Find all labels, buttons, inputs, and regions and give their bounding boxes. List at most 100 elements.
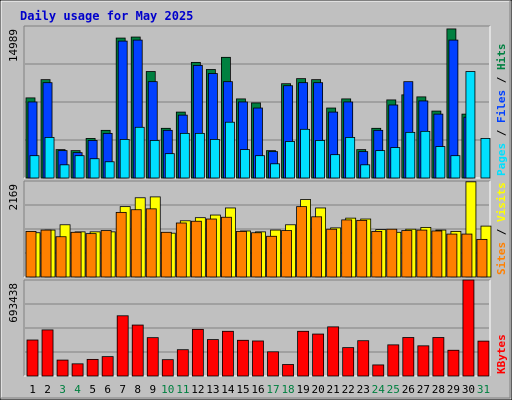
bar-kbytes (372, 364, 385, 377)
bar-pages (360, 164, 371, 179)
bar-kbytes (327, 326, 340, 377)
bar-kbytes (86, 358, 99, 377)
x-tick-label: 19 (296, 383, 309, 396)
bar-sites (190, 220, 202, 278)
bar-pages (194, 132, 205, 179)
bar-sites (341, 219, 353, 278)
x-tick-label: 25 (387, 383, 400, 396)
bar-sites (266, 235, 277, 278)
x-tick-label: 20 (312, 383, 325, 396)
bar-pages (59, 164, 70, 179)
bar-kbytes (432, 337, 445, 377)
legend-entry-visits: Visits (495, 182, 508, 222)
bar-pages (104, 161, 115, 179)
legend-entry-sites: Sites (495, 242, 508, 275)
x-tick-label: 6 (104, 383, 111, 396)
legend-visits-sites: Sites / Visits (495, 182, 508, 275)
bar-pages (375, 150, 386, 179)
y-max-label: 693438 (7, 283, 20, 323)
bar-kbytes (146, 337, 159, 377)
x-tick-label: 10 (161, 383, 174, 396)
x-tick-label: 24 (372, 383, 386, 396)
y-max-label: 2169 (7, 184, 20, 211)
bar-kbytes (131, 324, 144, 377)
bar-pages (74, 155, 85, 179)
bar-sites (40, 229, 52, 278)
bar-kbytes (387, 344, 400, 377)
bar-sites (175, 222, 187, 278)
bar-sites (236, 231, 247, 278)
bar-pages (450, 155, 461, 179)
bar-kbytes (176, 349, 189, 377)
x-tick-label: 15 (236, 383, 249, 396)
bar-pages (285, 141, 295, 179)
bar-pages (300, 128, 310, 179)
bar-pages (270, 163, 280, 179)
x-tick-label: 22 (342, 383, 355, 396)
bar-pages (465, 71, 476, 179)
bar-pages (225, 121, 235, 179)
bar-kbytes (116, 315, 129, 377)
bar-kbytes (206, 339, 219, 377)
bar-kbytes (312, 333, 325, 377)
bar-sites (25, 231, 37, 278)
bar-sites (160, 231, 172, 278)
bar-kbytes (447, 349, 460, 377)
legend-entry-kbytes: KBytes (495, 334, 508, 374)
bar-sites (401, 230, 413, 278)
bar-kbytes (417, 345, 430, 377)
panel-hits-files-pages: 14989 Pages / Files / Hits (7, 25, 508, 179)
bar-pages (405, 131, 416, 179)
legend-kbytes: KBytes (495, 334, 508, 374)
bar-sites (55, 236, 67, 278)
bar-pages (179, 132, 190, 179)
x-tick-label: 18 (281, 383, 294, 396)
bar-sites (281, 230, 292, 278)
x-tick-label: 16 (251, 383, 264, 396)
bar-sites (251, 232, 262, 278)
x-tick-label: 7 (119, 383, 126, 396)
bar-kbytes (161, 359, 174, 377)
bar-sites (446, 233, 458, 278)
bar-sites (326, 228, 338, 278)
bar-kbytes (56, 359, 69, 377)
bar-sites (431, 230, 443, 278)
legend-entry-pages: Pages (495, 143, 508, 176)
bar-sites (371, 231, 383, 278)
bar-pages (255, 155, 265, 179)
x-tick-label: 8 (134, 383, 141, 396)
x-tick-label: 14 (221, 383, 235, 396)
bar-sites (221, 216, 232, 278)
bar-kbytes (41, 329, 54, 377)
legend-separator: / (495, 123, 508, 143)
bar-kbytes (26, 339, 39, 377)
x-tick-label: 17 (266, 383, 279, 396)
bar-kbytes (252, 340, 264, 377)
bar-sites (476, 238, 488, 278)
x-tick-label: 30 (462, 383, 475, 396)
x-tick-label: 5 (89, 383, 96, 396)
chart-title: Daily usage for May 2025 (20, 9, 193, 23)
bar-sites (311, 216, 323, 278)
bar-kbytes (237, 339, 249, 377)
legend-separator: / (495, 70, 508, 90)
bar-kbytes (477, 340, 490, 377)
bar-pages (209, 139, 220, 179)
x-tick-label: 13 (206, 383, 219, 396)
bar-kbytes (71, 363, 84, 377)
y-max-label: 14989 (7, 29, 20, 62)
bar-kbytes (462, 279, 475, 377)
bar-pages (119, 139, 130, 179)
bar-sites (85, 233, 97, 278)
legend-hits-files-pages: Pages / Files / Hits (495, 44, 508, 177)
bar-pages (29, 155, 40, 179)
x-tick-label: 11 (176, 383, 189, 396)
panel-visits-sites: 2169 Sites / Visits (7, 180, 508, 278)
bar-sites (115, 211, 127, 278)
bar-pages (164, 153, 175, 179)
bar-kbytes (342, 347, 355, 377)
x-tick-label: 12 (191, 383, 204, 396)
bar-pages (315, 140, 326, 179)
x-tick-label: 23 (357, 383, 370, 396)
